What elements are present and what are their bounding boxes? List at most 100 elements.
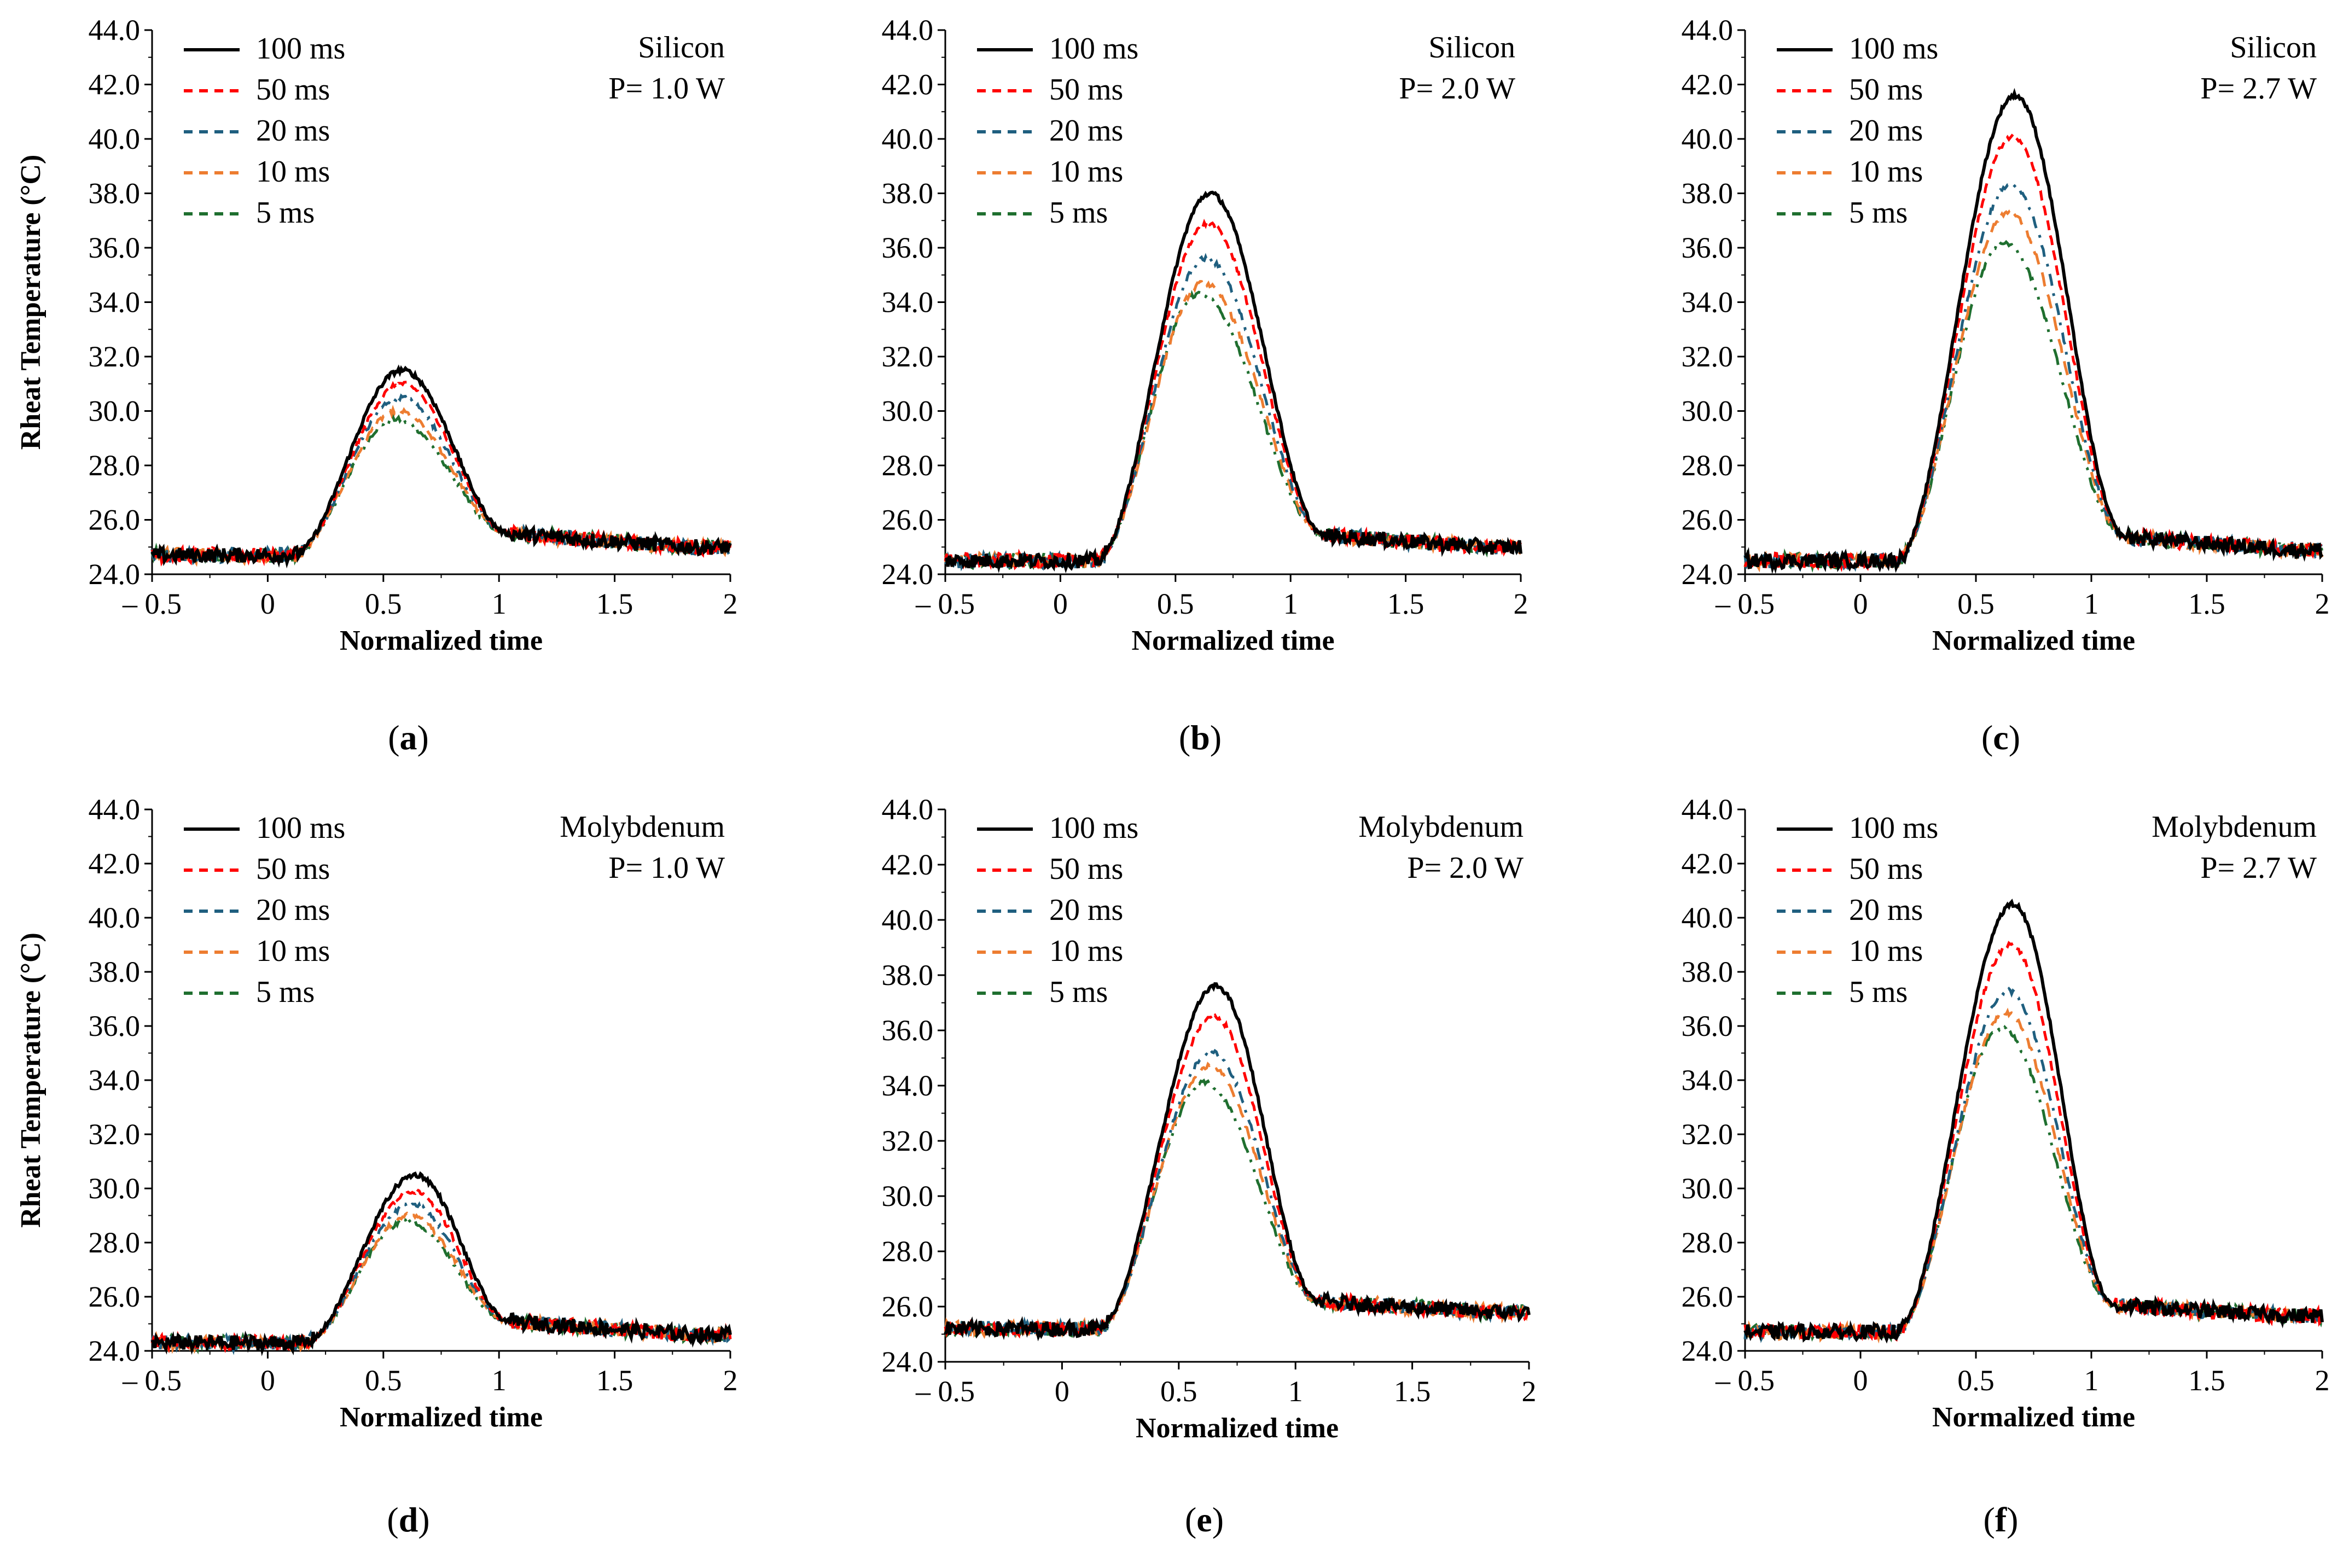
y-tick-label: 26.0 bbox=[1682, 504, 1734, 537]
y-tick-label: 44.0 bbox=[1682, 14, 1734, 46]
y-tick-label: 34.0 bbox=[1682, 286, 1734, 319]
x-tick-label: 0.5 bbox=[365, 587, 402, 620]
x-tick-label: 2 bbox=[723, 587, 738, 620]
y-tick-label: 28.0 bbox=[882, 1235, 934, 1268]
caption-paren: ( bbox=[1179, 718, 1190, 757]
y-tick-label: 38.0 bbox=[1682, 177, 1734, 210]
y-tick-label: 44.0 bbox=[882, 793, 934, 826]
y-tick-label: 42.0 bbox=[89, 847, 141, 880]
series-line-100ms bbox=[1743, 899, 2324, 1344]
y-tick-label: 40.0 bbox=[89, 901, 141, 934]
legend-entry: 20 ms bbox=[1849, 893, 1923, 927]
y-tick-label: 40.0 bbox=[882, 123, 934, 155]
y-tick-label: 24.0 bbox=[882, 1345, 934, 1378]
y-tick-label: 32.0 bbox=[882, 1124, 934, 1157]
x-axis-label: Normalized time bbox=[1932, 1402, 2135, 1433]
x-tick-label: 1 bbox=[2084, 587, 2099, 620]
x-tick-label: 1.5 bbox=[1394, 1375, 1431, 1408]
x-tick-label: 0 bbox=[260, 1364, 275, 1397]
caption-paren: ( bbox=[387, 1500, 398, 1539]
caption-letter: e bbox=[1196, 1500, 1212, 1539]
y-tick-label: 30.0 bbox=[1682, 395, 1734, 428]
x-tick-label: – 0.5 bbox=[915, 587, 975, 620]
x-tick-label: 0 bbox=[1853, 587, 1868, 620]
y-tick-label: 42.0 bbox=[89, 68, 141, 101]
y-tick-label: 32.0 bbox=[1682, 340, 1734, 373]
panel-caption: (f) bbox=[1984, 1500, 2019, 1539]
y-tick-label: 32.0 bbox=[1682, 1118, 1734, 1151]
y-tick-label: 28.0 bbox=[89, 449, 141, 482]
material-label: Silicon bbox=[638, 31, 725, 65]
caption-paren: ( bbox=[1981, 718, 1993, 757]
chart-panel-c: 24.0 26.0 28.0 30.0 32.0 34.0 36.0 38.0 40.0 42.0… bbox=[1682, 14, 2330, 757]
x-tick-label: – 0.5 bbox=[915, 1375, 975, 1408]
y-tick-label: 34.0 bbox=[882, 1069, 934, 1102]
y-tick-label: 40.0 bbox=[1682, 901, 1734, 934]
x-tick-label: 1.5 bbox=[2188, 587, 2225, 620]
x-tick-label: 0.5 bbox=[1160, 1375, 1197, 1408]
y-tick-label: 36.0 bbox=[1682, 1010, 1734, 1042]
y-axis-label: Rheat Temperature (°C) bbox=[15, 155, 46, 450]
series-line-50ms bbox=[944, 218, 1522, 574]
caption-paren: ) bbox=[2009, 718, 2020, 757]
caption-letter: f bbox=[1995, 1500, 2007, 1539]
series-line-20ms bbox=[945, 1048, 1530, 1340]
power-label: P= 2.7 W bbox=[2200, 851, 2317, 885]
y-tick-label: 38.0 bbox=[89, 177, 141, 210]
y-tick-label: 28.0 bbox=[882, 449, 934, 482]
series-line-20ms bbox=[1743, 986, 2323, 1343]
x-tick-label: 0 bbox=[1053, 587, 1068, 620]
chart-panel-b: 24.0 26.0 28.0 30.0 32.0 34.0 36.0 38.0 40.0 42.0… bbox=[882, 14, 1528, 757]
x-tick-label: 1.5 bbox=[596, 1364, 633, 1397]
legend-entry: 50 ms bbox=[1049, 73, 1123, 107]
series-line-10ms bbox=[1744, 1007, 2323, 1344]
legend-entry: 10 ms bbox=[1849, 155, 1923, 189]
y-tick-label: 34.0 bbox=[1682, 1064, 1734, 1097]
caption-letter: b bbox=[1190, 718, 1210, 757]
y-tick-label: 24.0 bbox=[89, 1334, 141, 1367]
x-tick-label: – 0.5 bbox=[122, 1364, 182, 1397]
series-line-5ms bbox=[150, 1215, 732, 1355]
series-line-5ms bbox=[1743, 239, 2324, 573]
x-tick-label: – 0.5 bbox=[122, 587, 182, 620]
chart-panel-e: 24.0 26.0 28.0 30.0 32.0 34.0 36.0 38.0 40.0 42.0… bbox=[882, 793, 1537, 1539]
legend-entry: 5 ms bbox=[1849, 975, 1908, 1009]
legend-entry: 100 ms bbox=[1849, 32, 1938, 66]
legend-entry: 20 ms bbox=[1849, 114, 1923, 148]
y-tick-label: 38.0 bbox=[882, 959, 934, 992]
series-line-100ms bbox=[944, 982, 1531, 1342]
power-label: P= 2.0 W bbox=[1399, 72, 1515, 106]
x-tick-label: 1.5 bbox=[2188, 1364, 2225, 1397]
x-tick-label: – 0.5 bbox=[1715, 1364, 1775, 1397]
x-tick-label: 1 bbox=[2084, 1364, 2099, 1397]
material-label: Molybdenum bbox=[2152, 810, 2317, 844]
y-tick-label: 38.0 bbox=[882, 177, 934, 210]
x-tick-label: 0.5 bbox=[1957, 1364, 1995, 1397]
y-tick-label: 36.0 bbox=[882, 1014, 934, 1047]
y-tick-label: 32.0 bbox=[89, 340, 141, 373]
series-line-50ms bbox=[150, 381, 732, 567]
chart-panel-d: 24.0 26.0 28.0 30.0 32.0 34.0 36.0 38.0 40.0 42.0… bbox=[15, 793, 738, 1539]
series-line-50ms bbox=[1743, 941, 2324, 1343]
series-line-50ms bbox=[1743, 132, 2324, 573]
y-tick-label: 30.0 bbox=[89, 395, 141, 428]
y-tick-label: 28.0 bbox=[1682, 449, 1734, 482]
series-line-100ms bbox=[150, 1171, 732, 1356]
material-label: Molybdenum bbox=[560, 810, 725, 844]
y-tick-label: 24.0 bbox=[89, 558, 141, 591]
series-line-50ms bbox=[944, 1013, 1531, 1339]
legend-entry: 50 ms bbox=[256, 73, 330, 107]
caption-paren: ) bbox=[418, 1500, 429, 1539]
x-tick-label: 1.5 bbox=[1387, 587, 1424, 620]
caption-letter: a bbox=[400, 718, 417, 757]
legend-entry: 10 ms bbox=[1849, 934, 1923, 968]
series-line-100ms bbox=[945, 190, 1522, 574]
y-tick-label: 26.0 bbox=[882, 1290, 934, 1323]
y-tick-label: 44.0 bbox=[882, 14, 934, 46]
panel-caption: (e) bbox=[1185, 1500, 1224, 1539]
y-tick-label: 26.0 bbox=[1682, 1280, 1734, 1313]
y-tick-label: 44.0 bbox=[1682, 793, 1734, 826]
y-tick-label: 32.0 bbox=[89, 1118, 141, 1151]
y-tick-label: 28.0 bbox=[1682, 1226, 1734, 1259]
y-tick-label: 40.0 bbox=[1682, 123, 1734, 155]
